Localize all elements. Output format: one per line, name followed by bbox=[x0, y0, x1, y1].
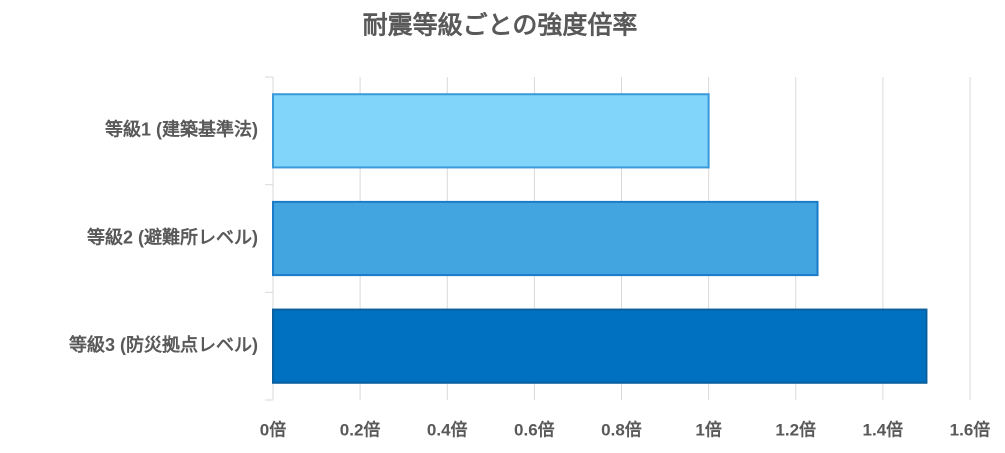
x-tick-label: 0倍 bbox=[260, 419, 286, 439]
y-tick-label: 等級2 (避難所レベル) bbox=[87, 226, 258, 247]
x-tick-label: 1.6倍 bbox=[950, 419, 991, 439]
x-tick-label: 0.8倍 bbox=[601, 419, 642, 439]
x-tick-label: 0.6倍 bbox=[514, 419, 555, 439]
bar bbox=[272, 308, 928, 384]
chart-title: 耐震等級ごとの強度倍率 bbox=[363, 11, 638, 40]
y-tick-label: 等級1 (建築基準法) bbox=[105, 119, 258, 140]
x-tick-label: 0.4倍 bbox=[427, 419, 468, 439]
y-tick-label: 等級3 (防災拠点レベル) bbox=[69, 334, 258, 355]
x-tick-label: 1.2倍 bbox=[775, 419, 816, 439]
x-tick-label: 0.2倍 bbox=[340, 419, 381, 439]
bar bbox=[272, 200, 819, 277]
x-tick-label: 1.4倍 bbox=[863, 419, 904, 439]
x-tick-label: 1倍 bbox=[695, 419, 721, 439]
bar bbox=[272, 93, 710, 169]
